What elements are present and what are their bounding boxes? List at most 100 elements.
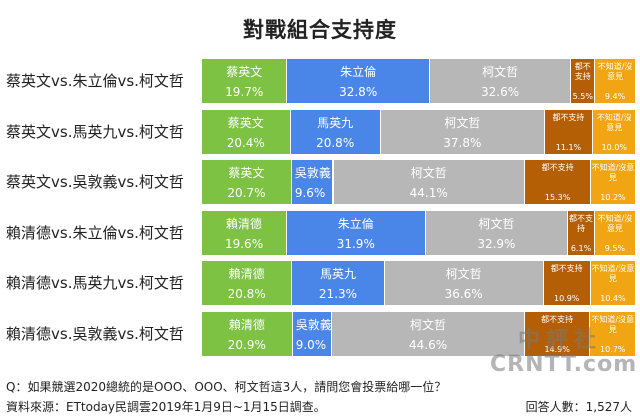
segment-name: 賴清德	[226, 216, 263, 231]
segment-name: 都不支持	[574, 62, 591, 81]
segment-value-label: 10.9%	[553, 294, 580, 304]
bar-segment: 吳敦義 9.0%	[292, 312, 332, 356]
bar-segment: 蔡英文 20.4%	[202, 109, 291, 154]
segment-name: 柯文哲	[410, 166, 447, 181]
stacked-bar: 蔡英文 19.7% 朱立倫 32.8% 柯文哲 32.6% 都不支持 5.5% 不知道/沒意見 9…	[202, 59, 636, 103]
bar-segment: 柯文哲 32.9%	[425, 210, 569, 255]
segment-value-label: 15.3%	[544, 193, 571, 203]
segment-name: 不知道/沒意見	[591, 264, 635, 284]
segment-name: 吳敦義	[294, 166, 331, 181]
segment-name: 不知道/沒意見	[591, 315, 635, 334]
segment-name: 吳敦義	[295, 318, 332, 332]
bar-segment: 都不支持 15.3%	[524, 160, 592, 205]
category-label: 蔡英文vs.吳敦義vs.柯文哲	[6, 173, 184, 192]
bar-segment: 馬英九 20.8%	[290, 109, 381, 154]
segment-value-label: 32.9%	[477, 236, 516, 251]
bar-segment: 都不支持 6.1%	[568, 210, 595, 255]
segment-value-label: 5.5%	[572, 92, 593, 101]
watermark-logo: 中評社 CRNTT.com	[490, 322, 636, 377]
segment-name: 馬英九	[319, 267, 356, 282]
chart-title: 對戰組合支持度	[243, 18, 397, 42]
bar-segment: 不知道/沒意見 10.7%	[589, 312, 637, 356]
segment-value-label: 10.7%	[599, 345, 626, 354]
bar-segment: 柯文哲 32.6%	[429, 59, 572, 103]
stacked-bar: 賴清德 20.9% 吳敦義 9.0% 柯文哲 44.6% 都不支持 14.9% 不知道/沒意見 1…	[202, 312, 637, 356]
bar-segment: 吳敦義 9.6%	[291, 160, 334, 205]
segment-name: 朱立倫	[340, 65, 377, 79]
segment-value-label: 14.9%	[544, 345, 570, 354]
segment-value-label: 20.4%	[226, 135, 265, 150]
bar-segment: 柯文哲 36.6%	[384, 261, 544, 306]
bar-segment: 蔡英文 20.7%	[202, 160, 292, 205]
segment-name: 不知道/沒意見	[597, 213, 633, 233]
stacked-bar: 蔡英文 20.4% 馬英九 20.8% 柯文哲 37.8% 都不支持 11.1% 不知道/沒意見…	[202, 109, 637, 154]
segment-name: 都不支持	[569, 213, 594, 233]
watermark-text-line1: 中評社	[517, 328, 602, 353]
category-label: 賴清德vs.朱立倫vs.柯文哲	[6, 223, 184, 242]
bar-segment: 柯文哲 37.8%	[380, 109, 545, 154]
segment-name: 朱立倫	[337, 216, 374, 231]
segment-name: 蔡英文	[226, 65, 263, 79]
bar-segment: 都不支持 5.5%	[571, 59, 596, 103]
segment-name: 賴清德	[228, 318, 265, 332]
segment-name: 柯文哲	[445, 267, 482, 282]
segment-name: 都不支持	[550, 264, 583, 274]
bar-segment: 賴清德 20.8%	[202, 261, 293, 306]
segment-name: 都不支持	[541, 163, 574, 173]
segment-name: 不知道/沒意見	[596, 112, 632, 132]
segment-value-label: 9.0%	[295, 338, 327, 352]
segment-name: 不知道/沒意見	[597, 62, 633, 81]
bar-segment: 柯文哲 44.6%	[331, 312, 526, 356]
segment-name: 都不支持	[541, 315, 574, 324]
segment-value-label: 32.8%	[339, 85, 378, 99]
segment-name: 柯文哲	[410, 318, 447, 332]
category-label: 賴清德vs.吳敦義vs.柯文哲	[6, 325, 184, 343]
segment-name: 柯文哲	[444, 115, 481, 130]
segment-value-label: 6.1%	[570, 243, 592, 253]
survey-question: Q：如果競選2020總統的是OOO、OOO、柯文哲這3人，請問您會投票給哪一位？	[6, 380, 447, 394]
bar-segment: 都不支持 10.9%	[543, 261, 591, 306]
segment-value-label: 9.6%	[294, 186, 326, 201]
bar-segment: 不知道/沒意見 10.4%	[590, 261, 636, 306]
segment-name: 不知道/沒意見	[591, 163, 635, 183]
stacked-bar: 蔡英文 20.7% 吳敦義 9.6% 柯文哲 44.1% 都不支持 15.3% 不知道/沒意見 1…	[202, 160, 636, 205]
segment-value-label: 9.5%	[604, 243, 626, 253]
bar-segment: 不知道/沒意見 9.4%	[595, 59, 636, 103]
segment-value-label: 19.7%	[225, 85, 264, 99]
segment-value-label: 11.1%	[555, 142, 582, 152]
segment-value-label: 31.9%	[336, 236, 375, 251]
segment-name: 馬英九	[317, 115, 354, 130]
segment-value-label: 21.3%	[318, 287, 358, 302]
bar-segment: 柯文哲 44.1%	[333, 160, 525, 205]
segment-value-label: 20.8%	[227, 287, 266, 302]
respondent-count: 回答人數：1,527人	[525, 400, 632, 414]
bar-segment: 蔡英文 19.7%	[202, 59, 288, 103]
segment-value-label: 20.7%	[227, 186, 266, 201]
bar-segment: 賴清德 19.6%	[202, 210, 288, 255]
bar-segment: 朱立倫 32.8%	[287, 59, 430, 103]
category-label: 賴清德vs.馬英九vs.柯文哲	[6, 274, 184, 293]
segment-name: 賴清德	[228, 267, 265, 282]
segment-value-label: 10.0%	[601, 142, 627, 152]
segment-value-label: 10.4%	[600, 294, 626, 304]
bar-segment: 不知道/沒意見 9.5%	[594, 210, 636, 255]
category-label: 蔡英文vs.馬英九vs.柯文哲	[6, 122, 184, 141]
segment-value-label: 9.4%	[604, 92, 626, 101]
segment-value-label: 36.6%	[444, 287, 483, 302]
bar-segment: 不知道/沒意見 10.0%	[593, 109, 637, 154]
segment-name: 柯文哲	[478, 216, 515, 231]
segment-value-label: 37.8%	[443, 135, 482, 150]
data-source: 資料來源：ETtoday民調雲2019年1月9日~1月15日調查。	[6, 400, 326, 414]
segment-name: 蔡英文	[227, 115, 264, 130]
bar-segment: 賴清德 20.9%	[202, 312, 293, 356]
segment-name: 柯文哲	[482, 65, 519, 79]
stacked-bar: 賴清德 19.6% 朱立倫 31.9% 柯文哲 32.9% 都不支持 6.1% 不知道/沒意見 9…	[202, 210, 636, 255]
stacked-bar: 賴清德 20.8% 馬英九 21.3% 柯文哲 36.6% 都不支持 10.9% 不知道/沒意見…	[202, 261, 636, 306]
segment-name: 蔡英文	[228, 166, 265, 181]
segment-value-label: 44.1%	[409, 186, 448, 201]
segment-value-label: 44.6%	[408, 338, 448, 352]
bar-segment: 都不支持 11.1%	[544, 109, 594, 154]
segment-value-label: 20.9%	[227, 338, 266, 352]
bar-segment: 朱立倫 31.9%	[287, 210, 426, 255]
category-label: 蔡英文vs.朱立倫vs.柯文哲	[6, 72, 184, 90]
